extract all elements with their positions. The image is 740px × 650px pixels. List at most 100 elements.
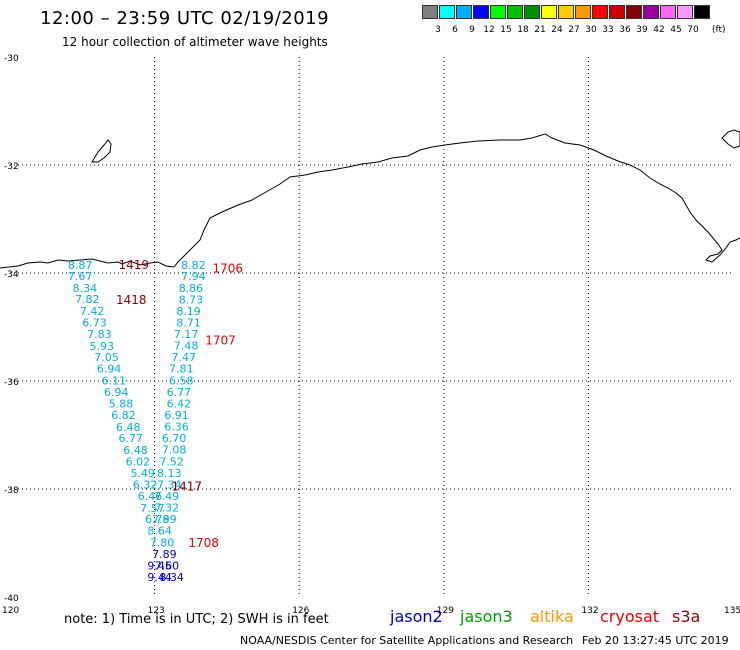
pass-time-label: 1417: [171, 479, 202, 493]
wave-height-value: 8.73: [179, 293, 204, 306]
wave-height-value: 7.60: [155, 560, 180, 573]
scale-tick-label: 70: [687, 25, 699, 35]
island-outline-east: [721, 129, 740, 149]
page-title: 12:00 – 23:59 UTC 02/19/2019: [40, 8, 330, 29]
wave-height-value: 6.77: [167, 386, 192, 399]
wave-height-value: 5.88: [109, 398, 134, 411]
scale-tick-label: 36: [619, 25, 631, 35]
wave-height-value: 7.57: [140, 502, 165, 515]
lon-tick-label: 132: [581, 606, 598, 616]
scale-unit: (ft): [712, 25, 726, 35]
wave-height-value: 6.94: [97, 363, 122, 376]
pass-time-label: 1706: [212, 262, 243, 276]
wave-height-value: 6.73: [82, 317, 107, 330]
wave-height-value: 7.32: [155, 501, 180, 514]
generated-timestamp: Feb 20 13:27:45 UTC 2019: [582, 634, 729, 647]
wave-height-value: 9.44: [147, 571, 172, 584]
wave-height-value: 6.02: [126, 455, 150, 468]
lat-tick-label: -36: [4, 378, 19, 388]
scale-color-box: [422, 5, 438, 19]
scale-tick-label: 9: [469, 25, 475, 35]
legend-cryosat: cryosat: [600, 607, 660, 626]
lat-lon-grid: [10, 57, 733, 597]
lon-tick-label: 135: [724, 606, 740, 616]
wave-height-value: 7.82: [75, 293, 100, 306]
wave-height-value: 6.48: [116, 421, 141, 434]
wave-height-value: 7.49: [155, 490, 180, 503]
scale-tick-label: 27: [568, 25, 580, 35]
footnote: note: 1) Time is in UTC; 2) SWH is in fe…: [64, 612, 329, 627]
scale-color-box: [575, 5, 591, 19]
wave-height-value: 6.32: [133, 479, 158, 492]
scale-tick-label: 39: [636, 25, 648, 35]
wave-height-value: 7.94: [181, 270, 206, 283]
page-subtitle: 12 hour collection of altimeter wave hei…: [62, 35, 328, 49]
wave-height-value: 7.42: [80, 305, 105, 318]
lon-tick-label: 126: [292, 606, 309, 616]
wave-height-value: 8.64: [147, 525, 172, 538]
axis-labels: -30 -32 -34 -36 -38 -40 120 123 126 129 132 135: [2, 54, 740, 616]
lat-tick-label: -34: [4, 270, 19, 280]
wave-height-value: 8.71: [176, 317, 201, 330]
wave-height-value: 6.48: [123, 444, 147, 457]
scale-tick-label: 18: [517, 25, 529, 35]
wave-height-value: 6.70: [162, 432, 187, 445]
legend-altika: altika: [530, 607, 574, 626]
legend-jason2: jason2: [390, 607, 443, 626]
wave-height-value: 7.52: [159, 455, 184, 468]
wave-height-value: 6.91: [164, 409, 189, 422]
wave-height-value: 8.87: [68, 259, 93, 272]
wave-height-value: 7.08: [162, 444, 187, 457]
scale-tick-label: 42: [653, 25, 665, 35]
wave-height-value: 6.46: [138, 490, 163, 503]
scale-tick-label: 24: [551, 25, 563, 35]
wave-height-value: 6.58: [169, 374, 194, 387]
wave-height-value: 6.94: [104, 386, 128, 399]
scale-color-box: [541, 5, 557, 19]
scale-color-box: [558, 5, 574, 19]
wave-height-value: 5.49: [131, 467, 156, 480]
australia-coastline: [0, 133, 740, 269]
wave-height-value: 6.77: [118, 432, 143, 445]
scale-color-box: [490, 5, 506, 19]
lat-tick-label: -38: [4, 486, 19, 496]
wave-height-value: 9.45: [147, 560, 172, 573]
wave-height-value: 6.82: [111, 409, 136, 422]
wave-height-value: 6.11: [102, 374, 127, 387]
wave-height-value: 8.34: [73, 282, 98, 295]
lon-tick-label: 123: [148, 606, 165, 616]
wave-height-value: 7.99: [152, 513, 177, 526]
pass-time-label: 1708: [188, 536, 219, 550]
wave-height-value: 7.47: [171, 351, 196, 364]
scale-tick-label: 21: [534, 25, 546, 35]
pass-time-label: 1418: [116, 293, 147, 307]
legend-jason3: jason3: [460, 607, 513, 626]
scale-color-box: [643, 5, 659, 19]
wave-height-value: 8.86: [179, 282, 204, 295]
scale-color-box: [473, 5, 489, 19]
wave-height-value: 8.13: [157, 467, 182, 480]
scale-color-box: [592, 5, 608, 19]
wave-height-value: 5.93: [90, 340, 115, 353]
wave-height-value: 7.89: [152, 548, 177, 561]
scale-tick-label: 6: [452, 25, 458, 35]
scale-color-box: [626, 5, 642, 19]
wave-height-value: 7.81: [169, 363, 194, 376]
legend-s3a: s3a: [672, 607, 701, 626]
scale-color-box: [439, 5, 455, 19]
scale-tick-label: 12: [483, 25, 495, 35]
wave-height-value: 6.78: [145, 513, 170, 526]
wave-height-value: 7.05: [94, 351, 119, 364]
wave-height-value: 7.83: [87, 328, 112, 341]
credit-line: NOAA/NESDIS Center for Satellite Applica…: [240, 634, 574, 647]
wave-height-value: 6.42: [167, 398, 192, 411]
wave-height-value: 7.34: [157, 479, 182, 492]
scale-tick-label: 3: [435, 25, 441, 35]
scale-color-box: [609, 5, 625, 19]
scale-color-box: [660, 5, 676, 19]
altimeter-tracks: 8.877.678.347.827.426.737.835.937.056.94…: [68, 258, 243, 584]
scale-tick-label: 45: [670, 25, 682, 35]
pass-time-label: 1419: [118, 258, 149, 272]
lat-tick-label: -30: [4, 54, 19, 64]
